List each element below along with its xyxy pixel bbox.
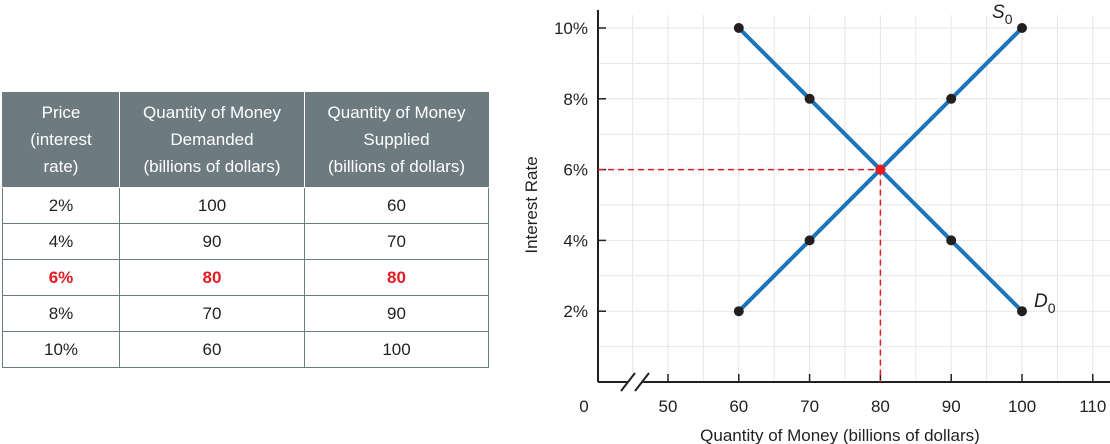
x-tick-label: 50	[659, 397, 678, 416]
curve-label-subscript: 0	[1005, 11, 1013, 27]
data-point-d0	[733, 23, 744, 33]
axis-break-mark	[620, 372, 636, 392]
cell-price: 6%	[2, 259, 120, 296]
y-axis-title: Interest Rate	[522, 156, 541, 253]
table-row: 2% 100 60	[2, 187, 489, 224]
x-tick-label: 110	[1079, 397, 1106, 416]
cell-demanded: 90	[119, 223, 305, 260]
data-point-d0	[946, 235, 957, 246]
money-market-chart: 0 50 60 70 80 90 100 110 2% 4% 6% 8% 10% Quantity of …	[522, 2, 1110, 444]
table-body: 2% 100 60 4% 90 70 6% 80 80 8% 70 90 10% 60 100	[2, 187, 489, 368]
curve-label-s0: S0	[992, 2, 1013, 27]
cell-price: 10%	[2, 331, 120, 368]
cell-price: 8%	[2, 295, 120, 332]
equilibrium-point	[875, 164, 886, 175]
cell-price: 4%	[2, 223, 120, 260]
x-tick-label: 60	[729, 397, 748, 416]
cell-demanded: 100	[119, 187, 305, 224]
data-point-s0	[804, 235, 815, 246]
cell-supplied: 100	[304, 331, 489, 368]
y-tick-label: 8%	[563, 90, 588, 109]
cell-demanded: 70	[119, 295, 305, 332]
table-row: 6% 80 80	[2, 259, 489, 296]
data-point-s0	[1017, 23, 1027, 33]
header-price: Price (interest rate)	[2, 92, 120, 188]
cell-supplied: 70	[304, 223, 489, 260]
axis-break-mark	[634, 372, 650, 392]
y-tick-label: 4%	[563, 231, 588, 250]
header-demanded: Quantity of Money Demanded (billions of …	[119, 92, 305, 188]
curve-label-subscript: 0	[1048, 300, 1056, 316]
data-point-s0	[946, 93, 957, 104]
y-tick-label: 10%	[554, 19, 588, 38]
cell-supplied: 90	[304, 295, 489, 332]
data-point-d0	[804, 93, 815, 104]
cell-supplied: 60	[304, 187, 489, 224]
cell-supplied: 80	[304, 259, 489, 296]
x-tick-label: 90	[942, 397, 961, 416]
x-axis-title: Quantity of Money (billions of dollars)	[700, 426, 980, 444]
money-market-table: Price (interest rate) Quantity of Money D…	[2, 92, 489, 368]
curve-label-d0: D0	[1034, 291, 1056, 316]
y-tick-label: 2%	[563, 302, 588, 321]
table-row: 10% 60 100	[2, 331, 489, 368]
curve-label-main: D	[1034, 291, 1048, 312]
curve-label-main: S	[992, 2, 1005, 23]
data-point-d0	[1017, 306, 1027, 317]
table-header-row: Price (interest rate) Quantity of Money D…	[2, 92, 489, 188]
x-tick-label: 80	[871, 397, 890, 416]
cell-price: 2%	[2, 187, 120, 224]
table-row: 8% 70 90	[2, 295, 489, 332]
cell-demanded: 80	[119, 259, 305, 296]
header-supplied: Quantity of Money Supplied (billions of …	[304, 92, 489, 188]
x-origin-label: 0	[579, 397, 588, 416]
table-row: 4% 90 70	[2, 223, 489, 260]
x-tick-label: 100	[1008, 397, 1036, 416]
data-point-s0	[733, 306, 744, 317]
y-tick-label: 6%	[563, 161, 588, 180]
cell-demanded: 60	[119, 331, 305, 368]
axis-break-gap	[628, 374, 642, 390]
x-tick-label: 70	[800, 397, 819, 416]
